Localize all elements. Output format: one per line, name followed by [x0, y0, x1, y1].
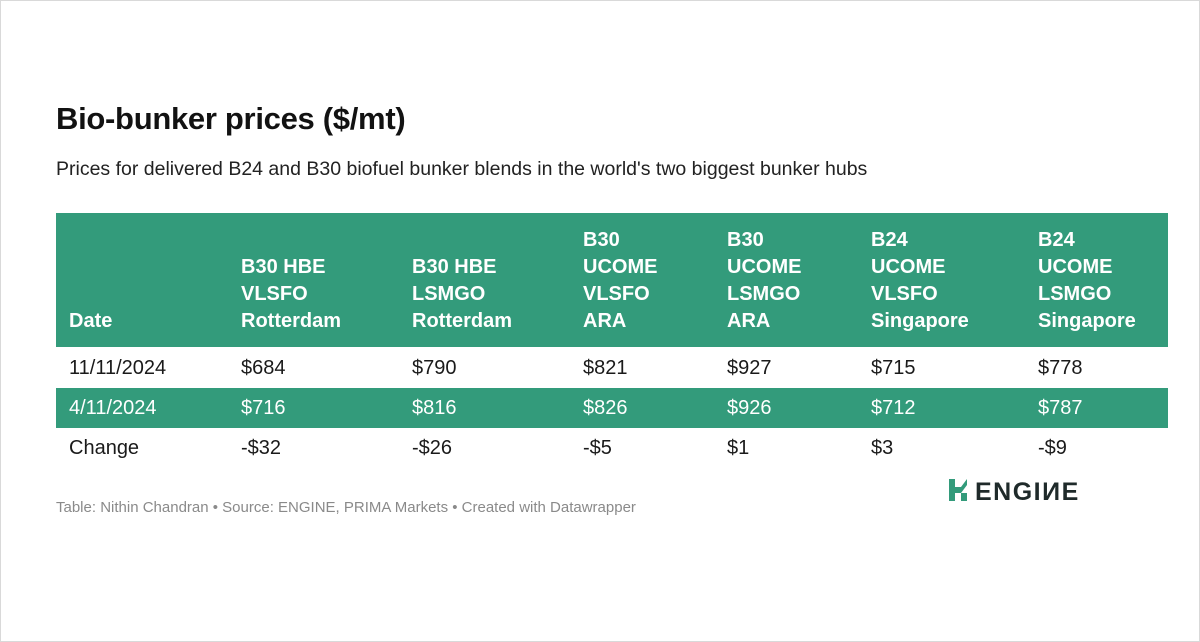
- table-cell: $684: [228, 347, 399, 388]
- table-cell: -$5: [583, 436, 612, 459]
- table-header-row: Date B30 HBE VLSFO Rotterdam B30 HBE LSM…: [56, 213, 1168, 348]
- table-cell: $1: [727, 436, 750, 459]
- column-header: B30 HBE LSMGO Rotterdam: [399, 213, 570, 348]
- table-cell: $927: [714, 347, 858, 388]
- engine-logo-mark-icon: [947, 478, 969, 507]
- table-row: 11/11/2024 $684 $790 $821 $927 $715 $778: [56, 347, 1168, 388]
- table-cell: $787: [1025, 388, 1168, 428]
- engine-logo: ENGIИE: [947, 478, 1080, 507]
- table-cell-date: 4/11/2024: [56, 388, 228, 428]
- table-cell: $715: [858, 347, 1025, 388]
- table-cell: $816: [399, 388, 570, 428]
- table-cell: -$32: [241, 436, 282, 459]
- column-header: B24 UCOME VLSFO Singapore: [858, 213, 1025, 348]
- table-cell: $790: [399, 347, 570, 388]
- table-cell-date: Change: [69, 436, 140, 459]
- column-header: B24 UCOME LSMGO Singapore: [1025, 213, 1168, 348]
- table-cell: $826: [570, 388, 714, 428]
- table-row: 4/11/2024 $716 $816 $826 $926 $712 $787: [56, 388, 1168, 428]
- column-header: B30 UCOME VLSFO ARA: [570, 213, 714, 348]
- table-cell: -$26: [412, 436, 453, 459]
- price-table: Date B30 HBE VLSFO Rotterdam B30 HBE LSM…: [56, 213, 1168, 468]
- table-cell-date: 11/11/2024: [56, 347, 228, 388]
- column-header: B30 HBE VLSFO Rotterdam: [228, 213, 399, 348]
- chart-subtitle: Prices for delivered B24 and B30 biofuel…: [56, 158, 868, 180]
- table-cell: $716: [228, 388, 399, 428]
- chart-footer: Table: Nithin Chandran • Source: ENGINE,…: [56, 499, 636, 516]
- table-row: Change -$32 -$26 -$5 $1 $3 -$9: [56, 428, 1168, 468]
- chart-title: Bio-bunker prices ($/mt): [56, 101, 406, 136]
- column-header: B30 UCOME LSMGO ARA: [714, 213, 858, 348]
- table-cell: $712: [858, 388, 1025, 428]
- table-cell: $778: [1025, 347, 1168, 388]
- table-cell: $926: [714, 388, 858, 428]
- table-cell: -$9: [1038, 436, 1067, 459]
- column-header-date: Date: [56, 213, 228, 348]
- engine-logo-text: ENGIИE: [975, 478, 1080, 506]
- table-cell: $3: [871, 436, 894, 459]
- table-cell: $821: [570, 347, 714, 388]
